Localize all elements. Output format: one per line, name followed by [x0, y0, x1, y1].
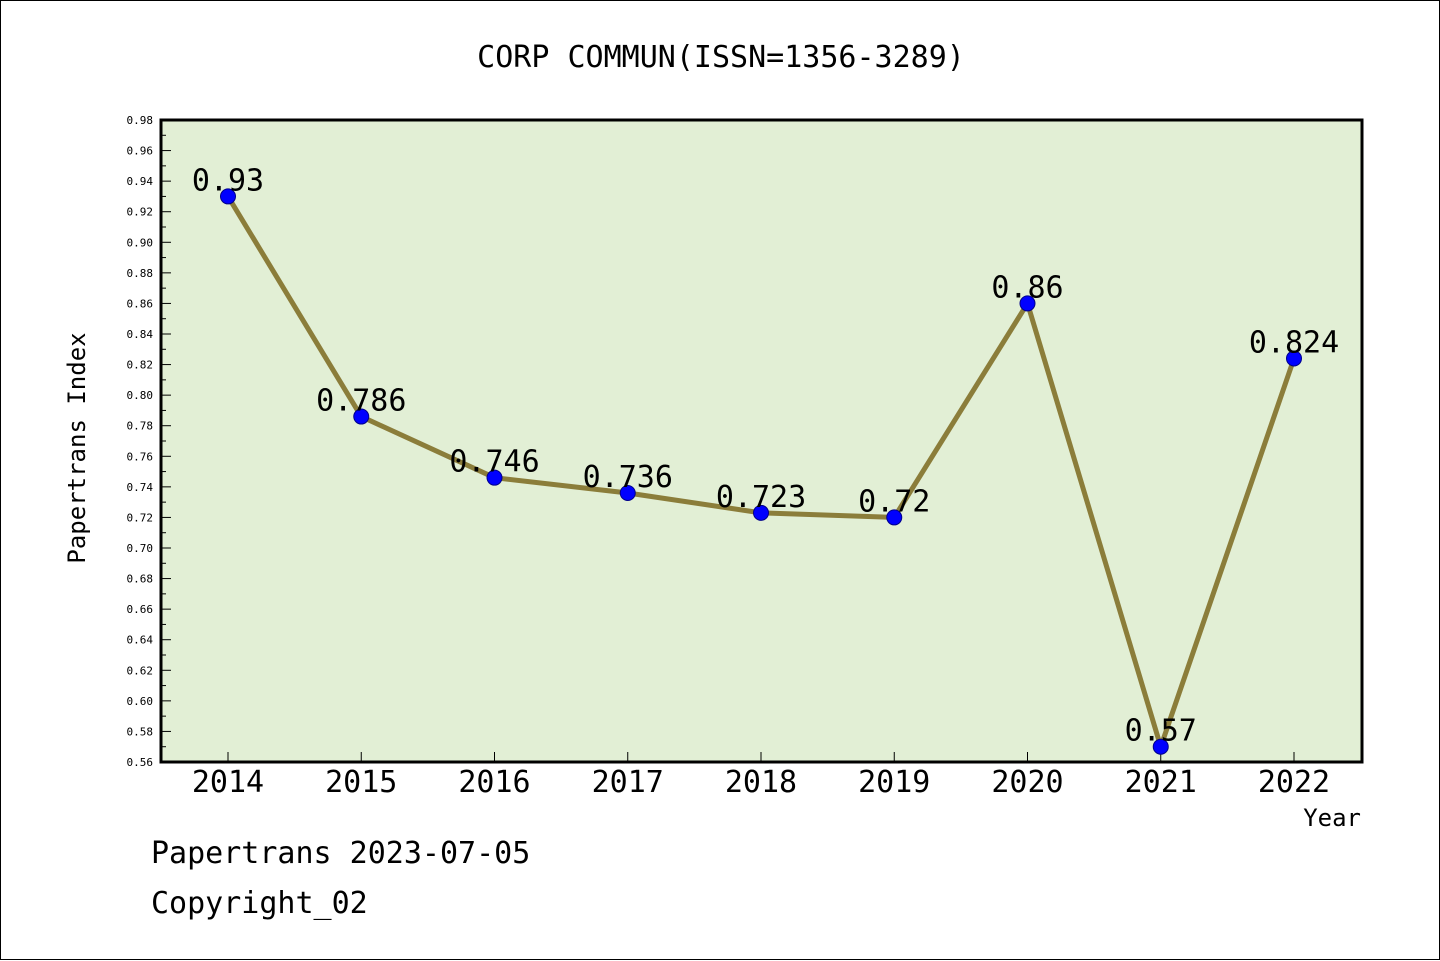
- y-tick-label: 0.94: [127, 175, 154, 188]
- data-point: [886, 509, 903, 526]
- y-tick-label: 0.58: [127, 725, 154, 738]
- data-label: 0.57: [1125, 714, 1197, 749]
- y-tick-label: 0.90: [127, 236, 154, 249]
- y-tick-label: 0.88: [127, 267, 154, 280]
- y-tick-label: 0.84: [127, 328, 154, 341]
- x-tick-label: 2022: [1258, 765, 1330, 800]
- footer-date-line: Papertrans 2023-07-05: [151, 836, 531, 871]
- data-point: [619, 484, 636, 501]
- y-tick-label: 0.74: [127, 481, 154, 494]
- y-tick-label: 0.72: [127, 511, 154, 524]
- y-tick-label: 0.62: [127, 664, 154, 677]
- y-tick-label: 0.86: [127, 297, 154, 310]
- x-axis: 2014 2015 2016 2017 2018 2019 2020 2021 2022: [192, 752, 1330, 800]
- data-label: 0.72: [858, 484, 930, 519]
- x-tick-label: 2017: [592, 765, 664, 800]
- y-tick-label: 0.56: [127, 756, 154, 769]
- x-tick-label: 2021: [1125, 765, 1197, 800]
- data-label: 0.824: [1249, 325, 1339, 360]
- y-axis-label: Papertrans Index: [63, 332, 91, 563]
- x-tick-label: 2015: [325, 765, 397, 800]
- y-tick-label: 0.66: [127, 603, 154, 616]
- y-tick-label: 0.92: [127, 206, 154, 219]
- chart-title: CORP COMMUN(ISSN=1356-3289): [477, 40, 965, 75]
- y-tick-label: 0.60: [127, 695, 154, 708]
- y-tick-label: 0.76: [127, 450, 154, 463]
- y-tick-label: 0.96: [127, 145, 154, 158]
- data-label: 0.86: [991, 270, 1063, 305]
- data-label: 0.736: [583, 460, 673, 495]
- x-tick-label: 2014: [192, 765, 264, 800]
- data-label: 0.723: [716, 480, 806, 515]
- data-point: [220, 188, 236, 205]
- data-point: [1286, 350, 1302, 367]
- y-tick-label: 0.82: [127, 359, 154, 372]
- data-point: [1152, 738, 1169, 755]
- y-tick-label: 0.80: [127, 389, 154, 402]
- x-tick-label: 2019: [858, 765, 930, 800]
- y-tick-label: 0.78: [127, 420, 154, 433]
- data-point: [1019, 295, 1036, 312]
- data-point: [353, 408, 370, 425]
- data-point: [486, 469, 503, 486]
- data-markers: [220, 188, 1302, 755]
- data-point: [753, 504, 769, 521]
- x-axis-label: Year: [1303, 804, 1361, 832]
- data-label: 0.786: [316, 384, 406, 419]
- y-tick-label: 0.68: [127, 573, 154, 586]
- footer-copyright-line: Copyright_02: [151, 886, 368, 921]
- y-tick-label: 0.98: [127, 114, 154, 127]
- x-tick-label: 2016: [458, 765, 530, 800]
- x-tick-label: 2018: [725, 765, 797, 800]
- data-label: 0.93: [192, 163, 264, 198]
- plot-area: [159, 118, 1364, 764]
- y-axis: 0.56 0.58 0.60 0.62 0.64 0.66 0.68 0.70 0.72 0.74…: [127, 114, 171, 769]
- y-tick-label: 0.70: [127, 542, 154, 555]
- data-label: 0.746: [449, 445, 539, 480]
- x-tick-label: 2020: [991, 765, 1063, 800]
- y-tick-label: 0.64: [127, 634, 154, 647]
- data-labels: 0.93 0.786 0.746 0.736 0.723 0.72 0.86 0.57 0.82…: [192, 163, 1339, 748]
